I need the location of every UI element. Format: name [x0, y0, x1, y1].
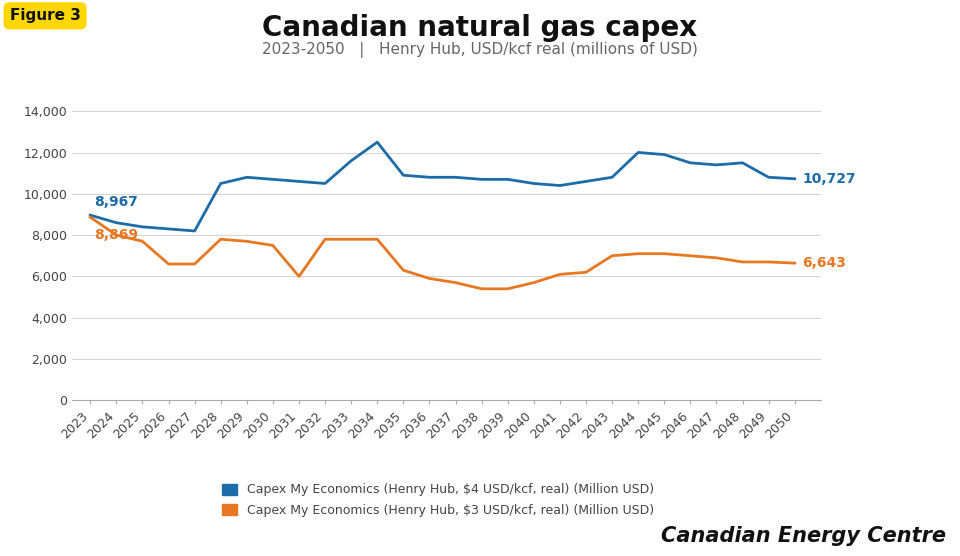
Text: Canadian Energy Centre: Canadian Energy Centre: [660, 526, 946, 546]
Text: 6,643: 6,643: [803, 256, 847, 270]
Text: Canadian natural gas capex: Canadian natural gas capex: [262, 14, 698, 42]
Legend: Capex My Economics (Henry Hub, $4 USD/kcf, real) (Million USD), Capex My Economi: Capex My Economics (Henry Hub, $4 USD/kc…: [218, 479, 660, 522]
Text: 2023-2050   |   Henry Hub, USD/kcf real (millions of USD): 2023-2050 | Henry Hub, USD/kcf real (mil…: [262, 42, 698, 58]
Text: 10,727: 10,727: [803, 172, 856, 186]
Text: 8,869: 8,869: [94, 228, 138, 242]
Text: Figure 3: Figure 3: [10, 8, 81, 23]
Text: 8,967: 8,967: [94, 195, 138, 208]
